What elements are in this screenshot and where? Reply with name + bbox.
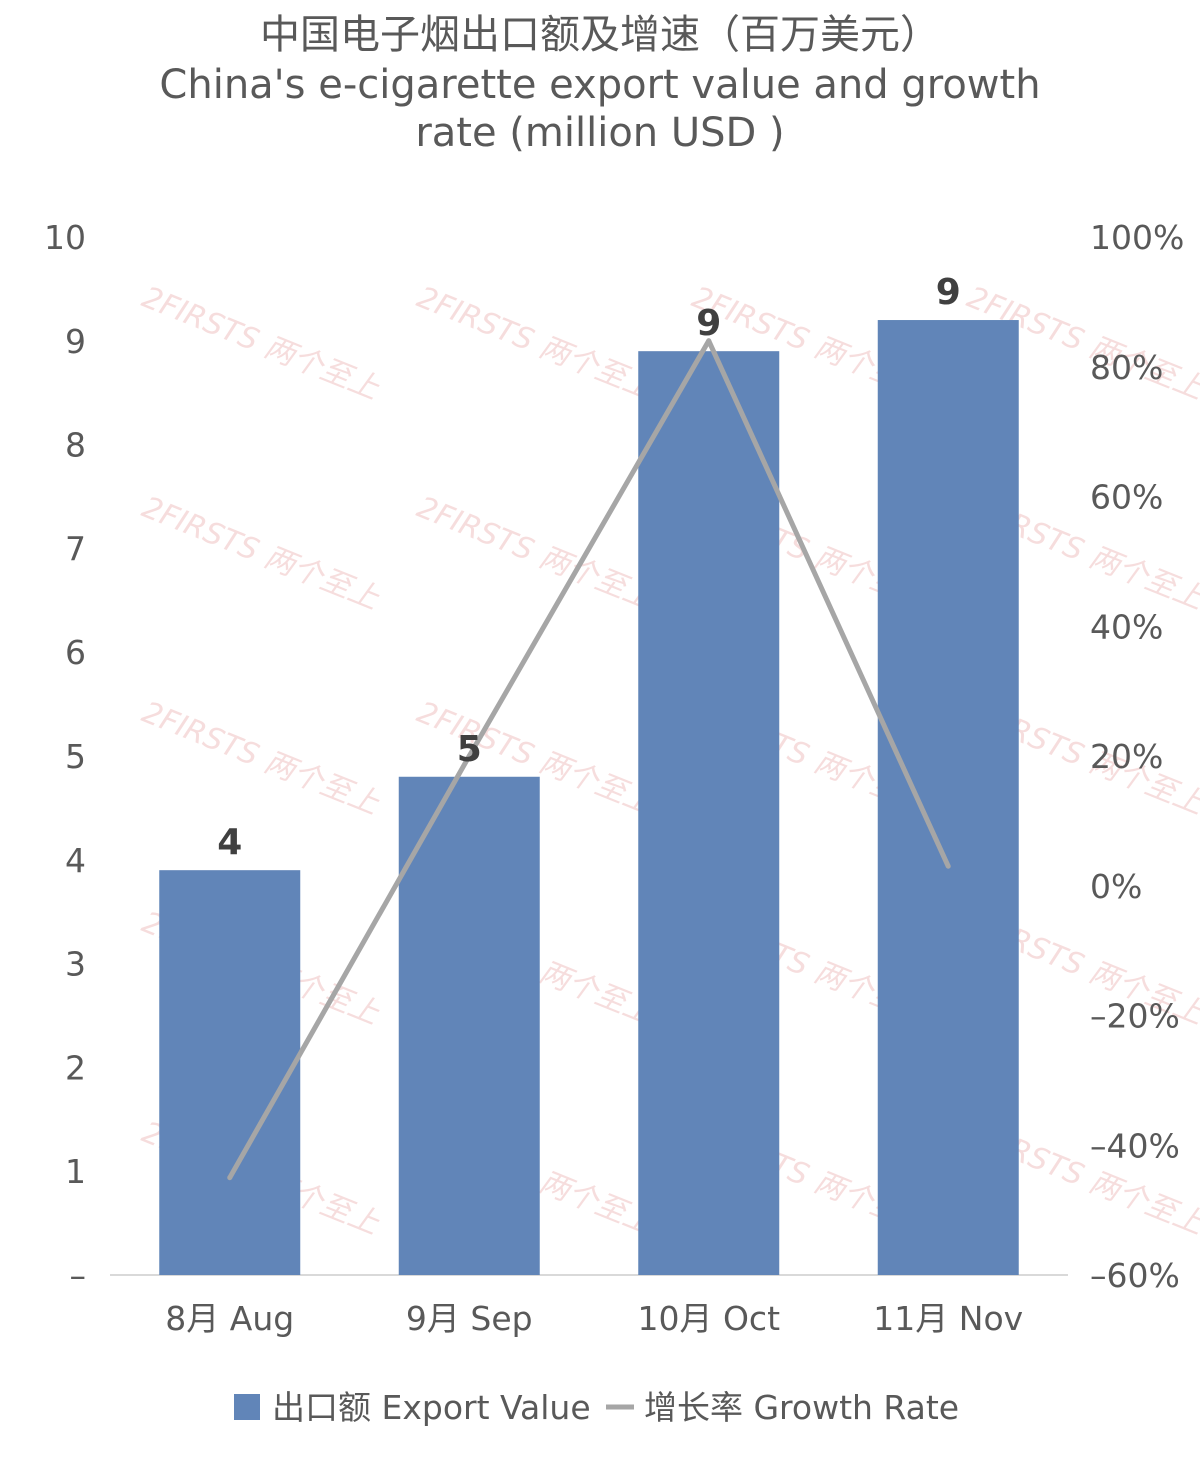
- watermark-0-0: 2FIRSTS 两个至上: [137, 280, 385, 407]
- growth-rate-point-0: [227, 1175, 233, 1181]
- watermark-1-0: 2FIRSTS 两个至上: [137, 490, 385, 617]
- left-tick-9: 9: [65, 322, 86, 361]
- bar-label-2: 9: [696, 303, 721, 344]
- left-axis: – 1 2 3 4 5 6 7 8 9 10: [44, 218, 86, 1295]
- bar-2: [638, 351, 780, 1275]
- right-tick-3: 0%: [1090, 867, 1142, 906]
- growth-rate-line: [227, 338, 951, 1179]
- bar-label-1: 5: [457, 729, 482, 770]
- legend: 出口额 Export Value 增长率 Growth Rate: [234, 1388, 959, 1427]
- bar-label-3: 9: [936, 272, 961, 313]
- line-series: [227, 338, 951, 1181]
- growth-rate-point-2: [706, 338, 712, 344]
- growth-rate-point-1: [466, 753, 472, 759]
- legend-label-export-value: 出口额 Export Value: [272, 1388, 591, 1427]
- data-labels: 4 5 9 9: [217, 272, 961, 863]
- growth-rate-point-3: [945, 863, 951, 869]
- left-tick-7: 7: [65, 529, 86, 568]
- left-tick-4: 4: [65, 841, 86, 880]
- left-tick-8: 8: [65, 426, 86, 465]
- right-tick-6: 60%: [1090, 478, 1163, 517]
- legend-label-growth-rate: 增长率 Growth Rate: [644, 1388, 959, 1427]
- x-axis-ticks: 8月 Aug 9月 Sep 10月 Oct 11月 Nov: [165, 1299, 1023, 1338]
- watermark-1-1: 2FIRSTS 两个至上: [412, 490, 660, 617]
- right-tick-2: –20%: [1090, 997, 1180, 1036]
- legend-swatch-export-value: [234, 1394, 260, 1420]
- legend-item-export-value: 出口额 Export Value: [234, 1388, 591, 1427]
- x-tick-1: 9月 Sep: [406, 1299, 533, 1338]
- left-tick-10: 10: [44, 218, 86, 257]
- chart-title: 中国电子烟出口额及增速（百万美元） China's e-cigarette ex…: [159, 12, 1040, 156]
- watermark-2-0: 2FIRSTS 两个至上: [137, 695, 385, 822]
- left-tick-6: 6: [65, 633, 86, 672]
- right-tick-1: –40%: [1090, 1126, 1180, 1165]
- right-tick-7: 80%: [1090, 348, 1163, 387]
- right-tick-8: 100%: [1090, 218, 1184, 257]
- chart-title-line-1: 中国电子烟出口额及增速（百万美元）: [260, 12, 940, 58]
- left-tick-1: 1: [65, 1152, 86, 1191]
- bar-3: [877, 320, 1019, 1275]
- bar-series: [159, 320, 1019, 1275]
- right-tick-4: 20%: [1090, 737, 1163, 776]
- bar-1: [398, 776, 540, 1275]
- right-tick-5: 40%: [1090, 607, 1163, 646]
- watermark-0-1: 2FIRSTS 两个至上: [412, 280, 660, 407]
- x-tick-0: 8月 Aug: [165, 1299, 294, 1338]
- bar-0: [159, 870, 301, 1275]
- bar-label-0: 4: [217, 822, 242, 863]
- left-tick-0: –: [70, 1256, 87, 1295]
- right-axis: –60% –40% –20% 0% 20% 40% 60% 80% 100%: [1090, 218, 1184, 1295]
- right-tick-0: –60%: [1090, 1256, 1180, 1295]
- left-tick-5: 5: [65, 737, 86, 776]
- legend-item-growth-rate: 增长率 Growth Rate: [606, 1388, 959, 1427]
- chart-title-line-2: China's e-cigarette export value and gro…: [159, 62, 1040, 108]
- x-tick-3: 11月 Nov: [873, 1299, 1023, 1338]
- left-tick-2: 2: [65, 1048, 86, 1087]
- left-tick-3: 3: [65, 945, 86, 984]
- chart-title-line-3: rate (million USD ): [415, 110, 784, 156]
- x-tick-2: 10月 Oct: [637, 1299, 780, 1338]
